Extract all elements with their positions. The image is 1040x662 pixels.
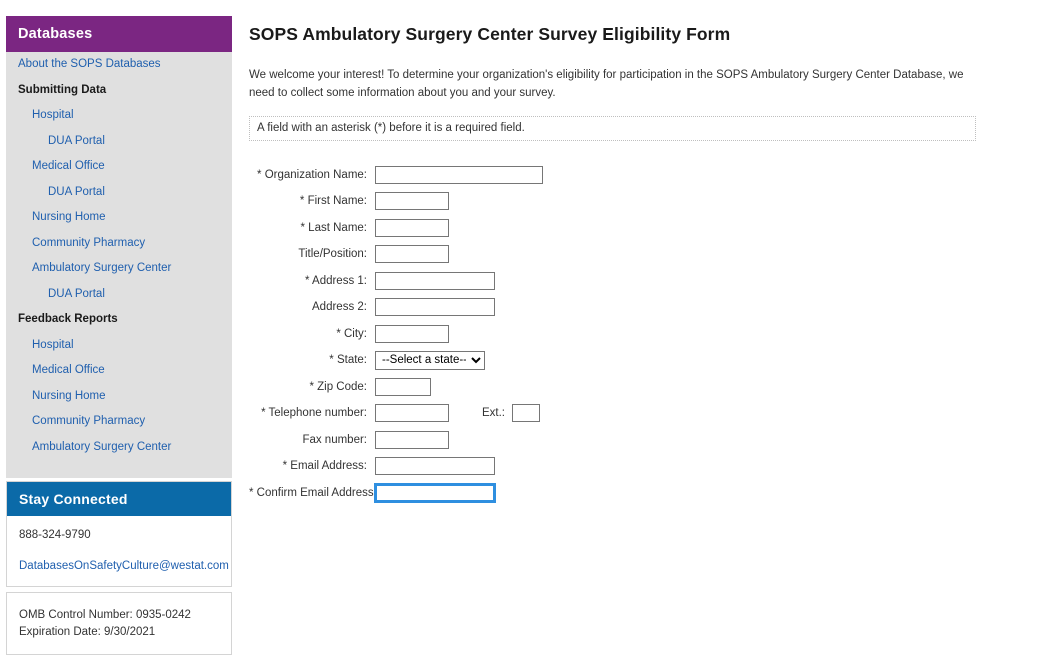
omb-info-box: OMB Control Number: 0935-0242 Expiration… (6, 592, 232, 656)
label-confirm-email-address: * Confirm Email Address: (249, 486, 377, 499)
label-state: * State: (329, 354, 367, 367)
sidebar: Databases About the SOPS Databases Submi… (6, 16, 232, 478)
databases-nav-panel: Databases About the SOPS Databases Submi… (6, 16, 232, 478)
sidebar-item-feedback-medical-office[interactable]: Medical Office (32, 364, 105, 376)
email-address-input[interactable] (375, 457, 495, 476)
label-last-name: * Last Name: (300, 221, 367, 234)
page-title: SOPS Ambulatory Surgery Center Survey El… (249, 24, 731, 44)
sidebar-heading-feedback-reports: Feedback Reports (18, 313, 118, 325)
label-first-name: * First Name: (299, 195, 367, 208)
label-address-2: Address 2: (312, 301, 367, 314)
sidebar-item-submitting-hospital-dua-portal[interactable]: DUA Portal (48, 134, 105, 147)
sidebar-heading-submitting-data: Submitting Data (18, 83, 107, 96)
sidebar-item-submitting-asc-dua-portal[interactable]: DUA Portal (48, 287, 105, 300)
label-address-1: * Address 1: (304, 274, 367, 287)
state-select[interactable]: --Select a state-- (375, 350, 485, 370)
first-name-input[interactable] (375, 192, 449, 211)
stay-connected-panel: Stay Connected 888-324-9790 DatabasesOnS… (6, 481, 232, 587)
databases-panel-title: Databases (6, 16, 232, 52)
sidebar-item-submitting-community-pharmacy[interactable]: Community Pharmacy (32, 236, 146, 249)
main-content: SOPS Ambulatory Surgery Center Survey El… (249, 0, 1034, 506)
title-position-input[interactable] (375, 245, 449, 264)
sidebar-item-feedback-community-pharmacy[interactable]: Community Pharmacy (32, 415, 146, 427)
city-input[interactable] (375, 324, 449, 343)
confirm-email-address-input[interactable] (375, 483, 495, 502)
sidebar-item-feedback-hospital[interactable]: Hospital (32, 338, 74, 351)
sidebar-item-feedback-ambulatory-surgery-center[interactable]: Ambulatory Surgery Center (32, 440, 172, 453)
eligibility-form: * Organization Name: * First Name: * Las… (249, 162, 1034, 507)
form-row-email-address: * Email Address: (249, 453, 1034, 480)
form-row-address-1: * Address 1: (249, 268, 1034, 295)
required-field-notice: A field with an asterisk (*) before it i… (249, 115, 976, 141)
zip-code-input[interactable] (375, 377, 431, 396)
sidebar-item-submitting-nursing-home[interactable]: Nursing Home (32, 211, 106, 223)
telephone-number-input[interactable] (375, 404, 449, 423)
label-title-position: Title/Position: (298, 248, 367, 261)
omb-control-number: OMB Control Number: 0935-0242 (19, 609, 191, 621)
label-city: * City: (336, 327, 367, 340)
extension-input[interactable] (512, 404, 541, 423)
form-row-title-position: Title/Position: (249, 241, 1034, 268)
label-zip-code: * Zip Code: (309, 380, 367, 393)
sidebar-item-about-the-sops-databases[interactable]: About the SOPS Databases (18, 58, 161, 70)
sidebar-item-submitting-medical-office[interactable]: Medical Office (32, 160, 105, 172)
sidebar-nav-list: About the SOPS Databases Submitting Data… (6, 52, 232, 460)
form-row-confirm-email-address: * Confirm Email Address: (249, 480, 1034, 507)
form-row-last-name: * Last Name: (249, 215, 1034, 242)
sidebar-item-submitting-ambulatory-surgery-center[interactable]: Ambulatory Surgery Center (32, 262, 172, 274)
label-extension: Ext.: (482, 407, 506, 420)
form-row-first-name: * First Name: (249, 188, 1034, 215)
address-1-input[interactable] (375, 271, 495, 290)
stay-connected-body: 888-324-9790 DatabasesOnSafetyCulture@we… (7, 516, 231, 586)
label-telephone-number: * Telephone number: (261, 407, 367, 420)
form-row-city: * City: (249, 321, 1034, 348)
address-2-input[interactable] (375, 298, 495, 317)
organization-name-input[interactable] (375, 165, 543, 184)
sidebar-item-submitting-medical-office-dua-portal[interactable]: DUA Portal (48, 185, 105, 198)
label-email-address: * Email Address: (282, 460, 367, 473)
form-row-state: * State: --Select a state-- (249, 347, 1034, 374)
form-row-address-2: Address 2: (249, 294, 1034, 321)
form-row-telephone-number: * Telephone number: Ext.: (249, 400, 1034, 427)
sidebar-item-submitting-hospital[interactable]: Hospital (32, 109, 74, 121)
label-organization-name: * Organization Name: (257, 168, 367, 181)
fax-number-input[interactable] (375, 430, 449, 449)
last-name-input[interactable] (375, 218, 449, 237)
omb-expiration-date: Expiration Date: 9/30/2021 (19, 625, 156, 638)
form-row-fax-number: Fax number: (249, 427, 1034, 454)
form-row-organization-name: * Organization Name: (249, 162, 1034, 189)
intro-paragraph: We welcome your interest! To determine y… (249, 69, 964, 99)
contact-phone: 888-324-9790 (19, 529, 91, 541)
stay-connected-title: Stay Connected (7, 482, 231, 516)
contact-email-link[interactable]: DatabasesOnSafetyCulture@westat.com (19, 559, 229, 572)
label-fax-number: Fax number: (302, 433, 367, 446)
form-row-zip-code: * Zip Code: (249, 374, 1034, 401)
sidebar-item-feedback-nursing-home[interactable]: Nursing Home (32, 389, 106, 402)
